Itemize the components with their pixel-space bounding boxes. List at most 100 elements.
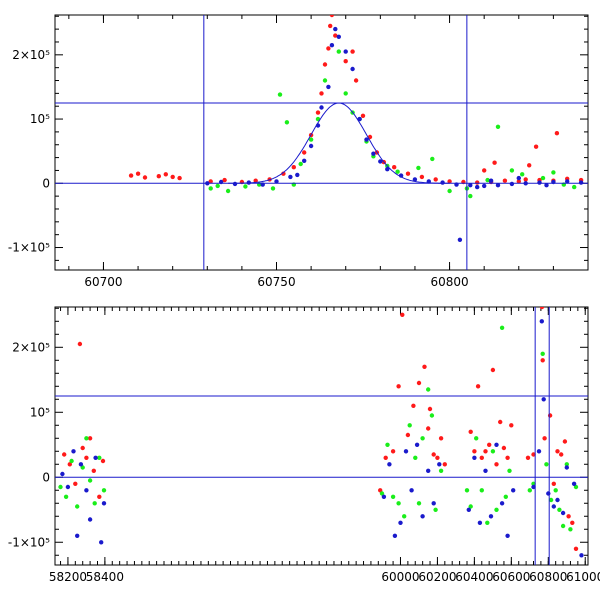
- data-point: [402, 514, 407, 519]
- data-point: [100, 458, 106, 464]
- data-point: [156, 174, 161, 179]
- data-point: [490, 449, 496, 454]
- data-point: [531, 452, 536, 457]
- data-point: [427, 406, 433, 412]
- data-point: [390, 494, 396, 499]
- data-point: [97, 494, 102, 499]
- data-point: [551, 481, 556, 486]
- data-layer: [55, 15, 588, 270]
- data-point: [485, 520, 490, 525]
- data-point: [433, 177, 438, 182]
- data-point: [509, 181, 515, 187]
- plot-frame: [54, 14, 589, 271]
- y-tick-label: 0: [42, 176, 50, 190]
- data-point: [420, 436, 425, 441]
- data-point: [215, 183, 220, 189]
- data-point: [527, 488, 532, 493]
- data-point: [570, 520, 575, 525]
- data-point: [487, 442, 492, 447]
- data-point: [308, 143, 314, 149]
- data-point: [440, 180, 445, 185]
- plot-frame: [54, 306, 589, 566]
- data-point: [560, 523, 566, 529]
- data-point: [381, 494, 387, 499]
- data-point: [544, 462, 549, 467]
- data-point: [97, 455, 102, 460]
- data-point: [322, 78, 328, 83]
- data-point: [485, 177, 490, 183]
- top-panel: -1×10⁵ 0 10⁵ 2×10⁵ 60700 60750 60800: [8, 14, 589, 289]
- data-point: [464, 488, 470, 493]
- data-point: [482, 183, 487, 189]
- data-point: [274, 179, 279, 184]
- data-point: [494, 507, 499, 512]
- data-point: [564, 462, 569, 467]
- data-point: [516, 175, 521, 181]
- data-point: [468, 183, 473, 188]
- data-point: [322, 62, 328, 67]
- y-tick-label: -1×10⁵: [8, 241, 50, 255]
- data-point: [225, 188, 231, 194]
- data-point: [431, 452, 436, 457]
- data-point: [447, 179, 452, 184]
- data-point: [281, 171, 286, 176]
- data-point: [390, 449, 396, 454]
- data-point: [411, 403, 416, 408]
- data-point: [495, 124, 501, 129]
- data-point: [494, 442, 499, 447]
- data-point: [488, 178, 494, 183]
- data-point: [516, 179, 521, 184]
- data-point: [101, 488, 107, 493]
- data-point: [328, 23, 333, 29]
- data-point: [403, 449, 409, 454]
- data-point: [163, 172, 168, 177]
- data-point: [551, 504, 556, 509]
- data-point: [474, 436, 479, 441]
- data-point: [557, 507, 562, 512]
- data-point: [540, 358, 545, 363]
- data-point: [75, 504, 80, 509]
- data-point: [564, 465, 569, 470]
- data-point: [442, 462, 447, 467]
- data-point: [364, 137, 369, 142]
- data-point: [80, 445, 85, 451]
- data-point: [413, 455, 418, 460]
- data-point: [343, 91, 348, 96]
- data-point: [553, 488, 558, 493]
- data-point: [435, 455, 440, 460]
- data-point: [416, 501, 422, 506]
- x-tick-label: 60600: [492, 570, 530, 584]
- data-point: [360, 113, 366, 119]
- data-point: [426, 426, 431, 431]
- data-point: [568, 527, 573, 532]
- data-point: [502, 178, 508, 183]
- data-point: [92, 501, 97, 506]
- data-point: [387, 462, 392, 467]
- data-point: [84, 488, 89, 493]
- data-point: [298, 161, 303, 167]
- data-point: [431, 501, 436, 506]
- data-point: [499, 325, 505, 330]
- y-tick-label: 10⁵: [30, 112, 50, 126]
- data-point: [412, 177, 418, 182]
- data-point: [319, 91, 324, 96]
- data-point: [419, 174, 425, 180]
- data-point: [65, 484, 71, 490]
- data-point: [67, 462, 73, 467]
- data-point: [531, 481, 536, 486]
- data-point: [343, 59, 348, 64]
- x-tick-label: 60700: [84, 275, 122, 289]
- data-point: [73, 481, 78, 486]
- data-point: [385, 167, 390, 172]
- data-point: [407, 423, 412, 428]
- data-point: [438, 436, 444, 441]
- data-point: [378, 159, 383, 164]
- data-point: [61, 452, 67, 457]
- data-point: [308, 137, 314, 142]
- data-point: [329, 15, 335, 18]
- data-point: [58, 484, 63, 490]
- data-point: [78, 462, 84, 467]
- data-point: [509, 423, 514, 428]
- data-point: [505, 533, 510, 538]
